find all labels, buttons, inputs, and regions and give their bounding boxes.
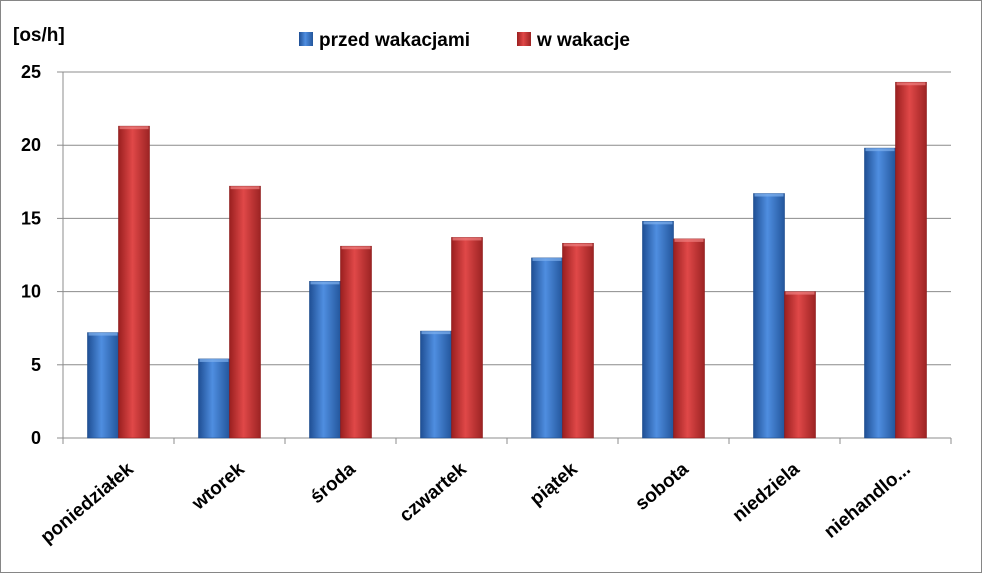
y-tick-labels: 0 5 10 15 20 25 [21,62,41,448]
bar-cap-series-2-1 [119,126,149,130]
bar-series-2-1 [118,125,150,439]
bar-series-1-7 [753,193,785,439]
bar-series-1-1 [87,332,119,439]
bar-series-2-7 [784,291,816,439]
y-tick-label: 5 [31,355,41,375]
bar-series-1-5 [531,257,563,439]
y-tick-label: 20 [21,135,41,155]
bar-series-2-3 [340,245,372,439]
bar-series-1-8 [864,147,896,439]
bar-series-2-5 [562,242,594,439]
legend-swatch-series-2 [517,32,531,46]
x-tick-label: piątek [526,458,582,510]
bars [87,81,927,439]
y-tick-label: 10 [21,282,41,302]
x-tick-label: wtorek [188,458,250,514]
legend-item-series-1: przed wakacjami [299,30,470,51]
x-tick-label: niedziela [729,458,804,526]
x-tick-labels: poniedziałek wtorek środa czwartek piątek sob… [37,458,915,548]
x-tick-label: niehandlo... [820,459,914,543]
legend-label-series-1: przed wakacjami [319,30,470,51]
bar-cap-series-2-6 [674,238,704,242]
bar-cap-series-1-6 [643,221,673,225]
legend-item-series-2: w wakacje [517,30,630,51]
x-tick-label: środa [307,458,360,508]
y-axis-unit-label: [os/h] [13,25,65,46]
y-tick-label: 25 [21,62,41,82]
bar-cap-series-1-3 [310,281,340,285]
bar-series-2-6 [673,238,705,439]
bar-cap-series-1-5 [532,257,562,261]
bar-series-1-2 [198,358,230,439]
bar-cap-series-2-8 [896,82,926,86]
y-tick-label: 15 [21,208,41,228]
bar-cap-series-2-4 [452,237,482,241]
bar-series-1-3 [309,281,341,439]
x-tick-label: sobota [632,458,694,514]
legend-label-series-2: w wakacje [536,30,630,51]
bar-cap-series-2-3 [341,246,371,250]
bar-series-2-2 [229,185,261,439]
bar-cap-series-2-2 [230,186,260,190]
bar-cap-series-1-4 [421,331,451,335]
bar-series-2-4 [451,237,483,439]
bar-series-2-8 [895,81,927,439]
axes [57,71,952,444]
legend: przed wakacjami w wakacje [299,30,630,51]
legend-swatch-series-1 [299,32,313,46]
bar-cap-series-1-2 [199,358,229,362]
x-tick-label: poniedziałek [37,458,138,548]
gridlines [63,71,951,366]
y-tick-label: 0 [31,428,41,448]
bar-series-1-6 [642,221,674,439]
x-tick-label: czwartek [396,458,471,526]
bar-cap-series-1-8 [865,148,895,152]
bar-cap-series-1-7 [754,193,784,197]
bar-series-1-4 [420,330,452,439]
bar-cap-series-1-1 [88,332,118,336]
bar-cap-series-2-5 [563,243,593,247]
bar-cap-series-2-7 [785,291,815,295]
